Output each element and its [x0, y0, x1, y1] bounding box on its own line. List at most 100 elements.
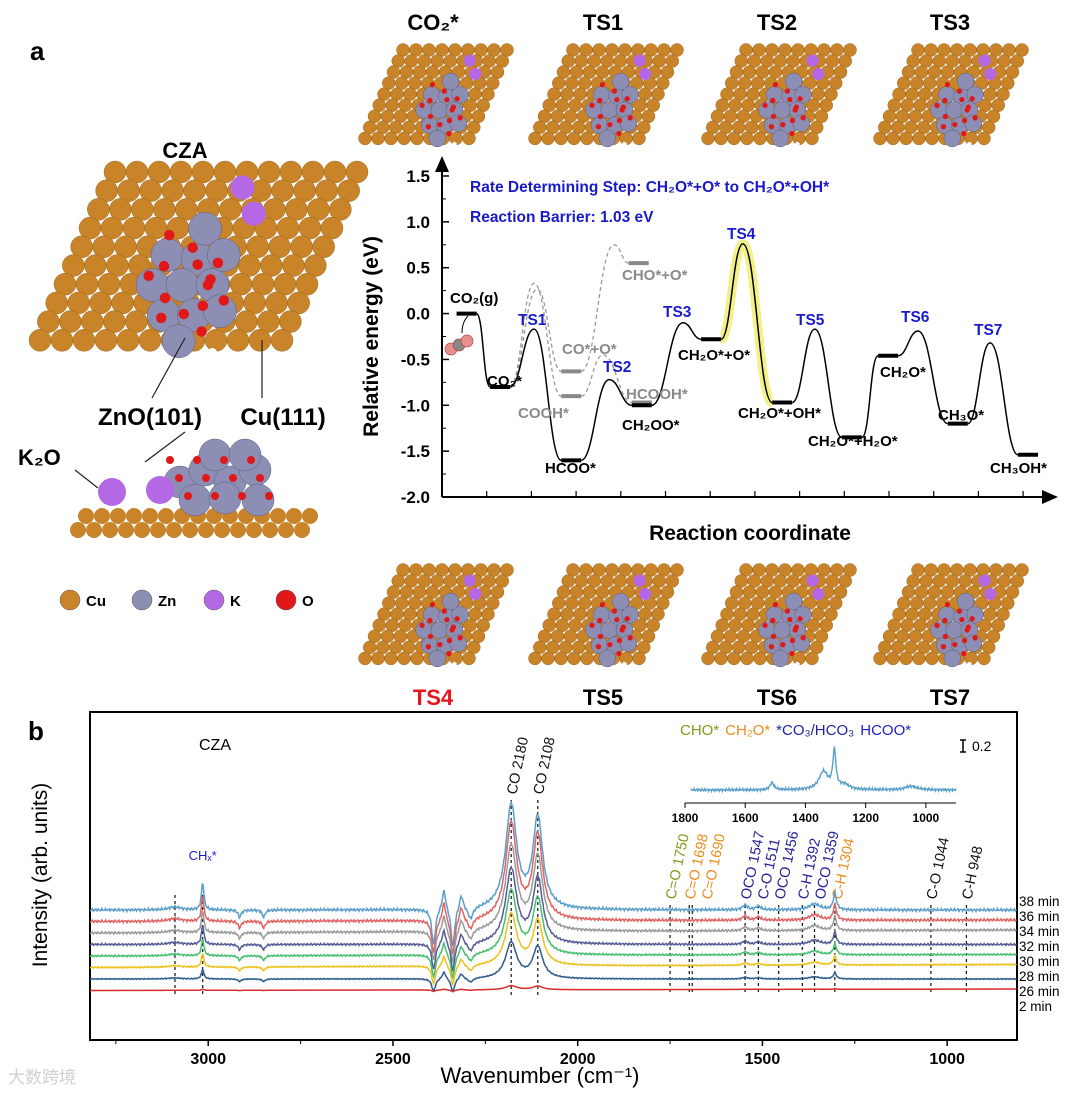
o-atom	[437, 642, 443, 648]
k-atom	[463, 54, 476, 67]
cu-atom	[337, 179, 360, 202]
legend-label-o: O	[302, 593, 314, 610]
state-label: CH₂O*+OH*	[738, 405, 821, 422]
structure-label-co2: CO₂*	[407, 10, 459, 35]
o-atom	[444, 617, 450, 623]
zn-atom	[611, 592, 630, 611]
o-atom	[256, 474, 264, 482]
o-atom	[944, 602, 951, 608]
o-atom	[444, 97, 450, 103]
band-label: CO 2180	[504, 736, 532, 796]
zn-atom	[621, 606, 639, 624]
chart-subtitle: Reaction Barrier: 1.03 eV	[470, 209, 654, 226]
o-atom	[589, 102, 595, 109]
spectrum-line-32-min	[89, 865, 1017, 973]
o-atom	[611, 608, 617, 614]
cu-atom	[50, 329, 74, 352]
ts-label: TS7	[974, 322, 1002, 339]
cu-atom	[102, 522, 118, 538]
cu-atom	[371, 651, 385, 666]
cu-atom	[554, 131, 568, 146]
inset-legend-label: CHO*	[680, 722, 719, 739]
zn-atom	[228, 438, 262, 472]
cu-atom	[138, 329, 162, 352]
o-atom	[597, 113, 604, 120]
o-atom	[193, 456, 201, 464]
zn-atom	[441, 592, 460, 611]
o-atom	[457, 635, 463, 641]
zn-atom	[207, 238, 241, 272]
side-state-label: HCOOH*	[626, 386, 688, 403]
legend-swatch-cu-icon	[59, 589, 81, 611]
cu-atom	[925, 131, 939, 146]
structure-label-ts6: TS6	[757, 685, 797, 710]
y-tick-label: -2.0	[401, 488, 430, 507]
o-atom	[770, 113, 777, 120]
k-atom	[639, 587, 652, 600]
side-state-label: CHO*+O*	[622, 267, 688, 284]
zn-atom	[784, 592, 803, 611]
o-atom	[965, 624, 972, 630]
legend-swatch-o-icon	[275, 589, 297, 611]
zn-atom	[956, 592, 975, 611]
legend-label-cu: Cu	[86, 593, 106, 610]
cu-atom	[150, 522, 166, 538]
spectrum-line-30-min	[89, 887, 1017, 980]
o-atom	[446, 130, 452, 137]
o-atom	[784, 608, 790, 614]
o-atom	[607, 122, 613, 128]
zn-atom	[773, 621, 791, 639]
cu-atom	[94, 329, 118, 352]
o-atom	[780, 642, 786, 648]
o-atom	[614, 617, 620, 623]
o-atom	[446, 650, 452, 657]
spectrum-line-34-min	[89, 842, 1017, 965]
o-atom	[965, 104, 972, 110]
cu-atom	[753, 651, 767, 666]
structure-image-3	[873, 43, 1029, 148]
zn-atom	[943, 649, 961, 668]
o-atom	[427, 633, 434, 640]
o-atom	[143, 270, 154, 282]
zn-atom	[600, 621, 618, 639]
o-atom	[772, 82, 779, 88]
o-atom	[624, 616, 630, 622]
o-atom	[450, 104, 457, 110]
zn-atom	[598, 129, 616, 148]
side-path-co	[509, 288, 562, 388]
ts-label: TS4	[727, 226, 756, 243]
cu-atom	[134, 522, 150, 538]
y-tick-label: -0.5	[401, 350, 430, 369]
o-atom	[770, 633, 777, 640]
o-atom	[427, 97, 433, 104]
o-atom	[441, 608, 447, 614]
cu-atom	[701, 651, 715, 666]
o-atom	[211, 492, 219, 500]
o-atom	[934, 622, 940, 629]
o-atom	[419, 102, 425, 109]
cu-atom	[632, 131, 646, 146]
cu-atom	[580, 651, 594, 666]
cu-atom	[262, 522, 278, 538]
zn-atom	[945, 101, 963, 119]
structure-image-6	[701, 563, 857, 668]
cu-atom	[580, 131, 594, 146]
o-atom	[789, 637, 796, 644]
series-label: 28 min	[1019, 969, 1060, 984]
x-tick-label: 2000	[560, 1051, 596, 1068]
spectrum-line-36-min	[89, 819, 1017, 955]
cu-atom	[384, 131, 398, 146]
o-atom	[247, 456, 255, 464]
chart-title: CZA	[199, 737, 231, 754]
inset-x-tick-label: 1800	[672, 811, 699, 825]
cu-atom	[110, 508, 126, 524]
o-atom	[959, 617, 965, 623]
band-label: C-H 948	[960, 845, 987, 901]
k-atom	[463, 574, 476, 587]
state-label: CO₂*	[487, 373, 522, 390]
k-atom	[639, 67, 652, 80]
structure-label-ts4: TS4	[413, 685, 454, 710]
energy-profile-line	[475, 243, 1019, 462]
zn-atom	[600, 101, 618, 119]
cu-atom	[312, 235, 335, 259]
